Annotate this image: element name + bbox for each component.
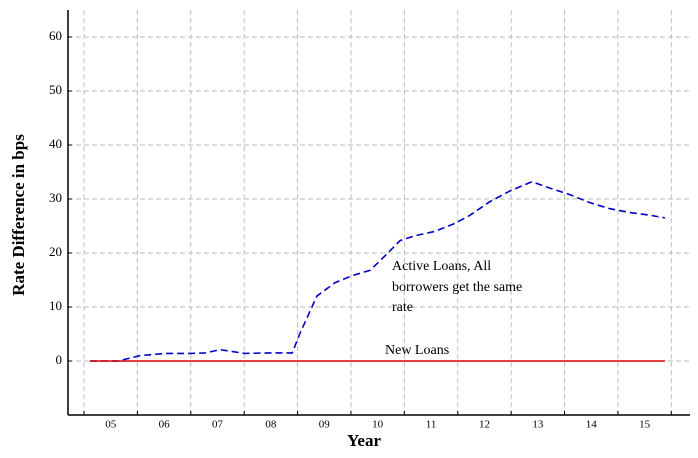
x-tick-label: 09 bbox=[319, 419, 331, 431]
annotation: Active Loans, All bbox=[392, 259, 491, 274]
x-tick-label: 11 bbox=[426, 419, 437, 431]
y-tick-label: 50 bbox=[49, 82, 62, 97]
x-tick-label: 10 bbox=[372, 419, 384, 431]
y-tick-label: 0 bbox=[56, 352, 63, 367]
y-tick-label: 10 bbox=[49, 298, 62, 313]
y-tick-label: 40 bbox=[49, 136, 62, 151]
y-axis-label: Rate Difference in bps bbox=[9, 134, 28, 296]
x-tick-label: 15 bbox=[639, 419, 651, 431]
annotation: New Loans bbox=[385, 343, 449, 358]
x-axis-label: Year bbox=[347, 431, 381, 450]
x-tick-label: 14 bbox=[586, 419, 598, 431]
x-tick-label: 12 bbox=[479, 419, 490, 431]
x-tick-label: 06 bbox=[159, 419, 171, 431]
annotation: borrowers get the same bbox=[392, 280, 522, 295]
y-tick-label: 60 bbox=[49, 28, 62, 43]
series-line bbox=[89, 180, 666, 362]
x-tick-label: 13 bbox=[532, 419, 544, 431]
y-tick-label: 30 bbox=[49, 190, 62, 205]
x-tick-label: 08 bbox=[265, 419, 277, 431]
x-tick-label: 07 bbox=[212, 419, 224, 431]
annotation: rate bbox=[392, 300, 413, 315]
x-tick-label: 05 bbox=[105, 419, 117, 431]
y-tick-label: 20 bbox=[49, 244, 62, 259]
